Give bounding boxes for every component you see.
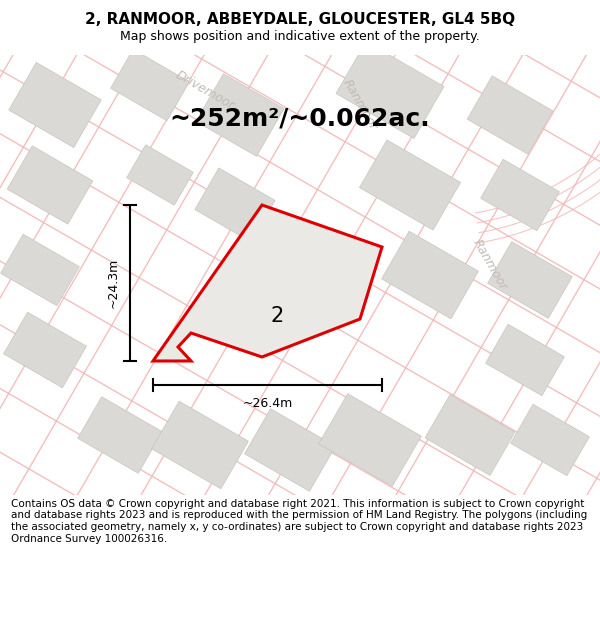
Polygon shape [4,312,86,388]
Text: 2: 2 [271,306,284,326]
Polygon shape [110,49,190,121]
Text: Contains OS data © Crown copyright and database right 2021. This information is : Contains OS data © Crown copyright and d… [11,499,587,544]
Polygon shape [488,242,572,318]
Polygon shape [245,409,335,491]
Polygon shape [467,76,553,154]
Text: ~26.4m: ~26.4m [242,397,293,410]
Polygon shape [195,168,275,242]
Polygon shape [196,74,284,156]
Polygon shape [511,404,589,476]
Text: Ranmoor: Ranmoor [470,238,510,292]
Polygon shape [153,205,382,361]
Polygon shape [382,231,478,319]
Polygon shape [152,401,248,489]
Text: Map shows position and indicative extent of the property.: Map shows position and indicative extent… [120,30,480,43]
Polygon shape [336,41,444,139]
Text: Drivemoor: Drivemoor [173,68,237,112]
Polygon shape [485,324,565,396]
Polygon shape [481,159,559,231]
Polygon shape [319,394,421,486]
Polygon shape [9,62,101,148]
Polygon shape [77,397,163,473]
Polygon shape [7,146,93,224]
Text: ~24.3m: ~24.3m [107,258,120,308]
Text: ~252m²/~0.062ac.: ~252m²/~0.062ac. [170,107,430,131]
Text: 2, RANMOOR, ABBEYDALE, GLOUCESTER, GL4 5BQ: 2, RANMOOR, ABBEYDALE, GLOUCESTER, GL4 5… [85,12,515,27]
Polygon shape [359,140,461,230]
Text: Ranmoor: Ranmoor [340,78,380,132]
Polygon shape [425,394,515,476]
Polygon shape [1,234,79,306]
Polygon shape [127,145,193,205]
